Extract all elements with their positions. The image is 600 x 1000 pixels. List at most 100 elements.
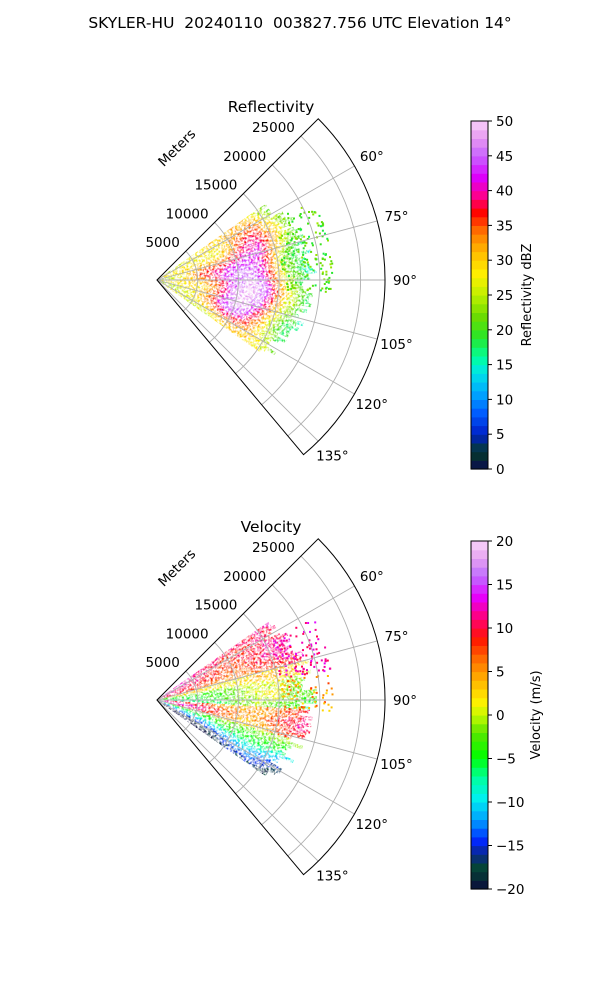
vel-colorbar-segment bbox=[471, 697, 488, 707]
vel-colorbar-segment bbox=[471, 593, 488, 603]
vel-colorbar-segment bbox=[471, 680, 488, 690]
refl-colorbar-segment bbox=[471, 321, 488, 331]
figure-title: SKYLER-HU 20240110 003827.756 UTC Elevat… bbox=[88, 14, 512, 32]
refl-colorbar-segment bbox=[471, 425, 488, 435]
refl-colorbar-tick-label: 35 bbox=[496, 218, 513, 234]
velocity-angle-ticks: 60° 75° 90° 105° 120° 135° bbox=[316, 569, 417, 884]
vel-colorbar-segment bbox=[471, 715, 488, 725]
vel-radial-tick-label: 20000 bbox=[223, 569, 266, 585]
vel-colorbar-segment bbox=[471, 549, 488, 559]
refl-colorbar-segment bbox=[471, 408, 488, 418]
refl-colorbar-segment bbox=[471, 364, 488, 374]
refl-radial-tick-label: 15000 bbox=[194, 178, 237, 194]
reflectivity-colorbar: 0 5 10 15 20 25 30 35 40 45 50 bbox=[470, 114, 513, 478]
refl-colorbar-segment bbox=[471, 121, 488, 131]
reflectivity-colorbar-label: Reflectivity dBZ bbox=[520, 244, 535, 347]
vel-colorbar-segment bbox=[471, 575, 488, 586]
vel-angle-tick-label: 90° bbox=[393, 693, 417, 709]
vel-radial-gridline bbox=[287, 555, 361, 857]
vel-angle-gridline bbox=[156, 699, 319, 862]
refl-radial-tick-label: 5000 bbox=[145, 235, 179, 251]
refl-colorbar-tick-label: 30 bbox=[496, 253, 513, 269]
refl-colorbar-tick-label: 25 bbox=[496, 288, 513, 304]
vel-radial-tick-label: 25000 bbox=[252, 540, 295, 556]
velocity-radial-ticks: 5000 10000 15000 20000 25000 bbox=[145, 540, 294, 671]
velocity-panel: Velocity 5000 10000 15000 20000 25000 60° 75°… bbox=[145, 518, 544, 898]
vel-colorbar-segment bbox=[471, 688, 488, 699]
vel-radial-gridline bbox=[182, 670, 199, 732]
refl-colorbar-segment bbox=[471, 242, 488, 253]
vel-colorbar-segment bbox=[471, 619, 488, 629]
refl-colorbar-segment bbox=[471, 312, 488, 322]
refl-sector-frame bbox=[156, 118, 386, 456]
refl-colorbar-segment bbox=[471, 208, 488, 218]
refl-radial-gridline bbox=[287, 135, 361, 437]
vel-colorbar-tick-label: −15 bbox=[496, 839, 525, 855]
vel-colorbar-segment bbox=[471, 862, 488, 873]
refl-colorbar-tick-label: 20 bbox=[496, 323, 513, 339]
vel-colorbar-segment bbox=[471, 741, 488, 751]
refl-colorbar-segment bbox=[471, 434, 488, 444]
refl-colorbar-segment bbox=[471, 390, 488, 400]
vel-angle-gridline bbox=[156, 699, 355, 815]
vel-radial-tick-label: 15000 bbox=[194, 598, 237, 614]
vel-angle-gridline bbox=[156, 585, 355, 701]
refl-angle-tick-label: 75° bbox=[385, 209, 409, 225]
refl-colorbar-tick-label: 15 bbox=[496, 358, 513, 374]
velocity-colorbar: −20 −15 −10 −5 0 5 10 15 20 bbox=[470, 534, 525, 898]
refl-colorbar-segment bbox=[471, 138, 488, 148]
refl-radial-tick-label: 10000 bbox=[166, 206, 209, 222]
refl-colorbar-tick-label: 10 bbox=[496, 392, 513, 408]
vel-colorbar-segment bbox=[471, 767, 488, 777]
refl-colorbar-segment bbox=[471, 303, 488, 313]
vel-colorbar-tick-label: 10 bbox=[496, 621, 513, 637]
refl-colorbar-segment bbox=[471, 442, 488, 453]
vel-angle-gridline bbox=[156, 699, 378, 760]
refl-colorbar-segment bbox=[471, 164, 488, 174]
vel-colorbar-segment bbox=[471, 584, 488, 594]
reflectivity-angle-ticks: 60° 75° 90° 105° 120° 135° bbox=[316, 149, 417, 464]
vel-colorbar-tick-label: 5 bbox=[496, 665, 505, 681]
reflectivity-data bbox=[158, 203, 334, 356]
vel-colorbar-segment bbox=[471, 706, 488, 716]
refl-angle-tick-label: 60° bbox=[360, 149, 384, 165]
vel-colorbar-segment bbox=[471, 802, 488, 812]
refl-colorbar-segment bbox=[471, 234, 488, 244]
refl-angle-gridline bbox=[156, 279, 378, 340]
refl-field-cells bbox=[158, 203, 317, 356]
reflectivity-panel: Reflectivity 5000 10000 15000 20000 25000 60… bbox=[145, 98, 535, 478]
vel-colorbar-segment bbox=[471, 610, 488, 620]
refl-colorbar-segment bbox=[471, 382, 488, 392]
vel-angle-tick-label: 75° bbox=[385, 629, 409, 645]
vel-colorbar-segment bbox=[471, 758, 488, 768]
vel-angle-gridline bbox=[156, 640, 378, 701]
refl-colorbar-segment bbox=[471, 225, 488, 235]
refl-colorbar-segment bbox=[471, 338, 488, 348]
refl-angle-gridline bbox=[156, 220, 378, 281]
refl-colorbar-segment bbox=[471, 295, 488, 305]
refl-angle-tick-label: 105° bbox=[380, 337, 413, 353]
refl-colorbar-segment bbox=[471, 268, 488, 279]
vel-colorbar-segment bbox=[471, 723, 488, 733]
refl-colorbar-segment bbox=[471, 173, 488, 183]
refl-radial-gridline bbox=[182, 250, 199, 312]
velocity-title: Velocity bbox=[241, 518, 302, 536]
refl-colorbar-segment bbox=[471, 460, 488, 470]
refl-colorbar-segment bbox=[471, 181, 488, 192]
vel-colorbar-segment bbox=[471, 784, 488, 794]
refl-colorbar-tick-label: 0 bbox=[496, 462, 505, 478]
refl-angle-tick-label: 135° bbox=[316, 448, 349, 464]
velocity-grid bbox=[156, 538, 386, 876]
vel-colorbar-segment bbox=[471, 636, 488, 646]
vel-colorbar-tick-label: −10 bbox=[496, 795, 525, 811]
refl-colorbar-segment bbox=[471, 277, 488, 287]
vel-colorbar-segment bbox=[471, 871, 488, 881]
vel-colorbar-segment bbox=[471, 810, 488, 820]
vel-colorbar-segment bbox=[471, 836, 488, 847]
vel-colorbar-segment bbox=[471, 845, 488, 855]
reflectivity-radial-label: Meters bbox=[155, 126, 199, 170]
refl-colorbar-segment bbox=[471, 451, 488, 461]
vel-colorbar-segment bbox=[471, 558, 488, 568]
refl-colorbar-segment bbox=[471, 216, 488, 226]
reflectivity-radial-ticks: 5000 10000 15000 20000 25000 bbox=[145, 120, 294, 251]
